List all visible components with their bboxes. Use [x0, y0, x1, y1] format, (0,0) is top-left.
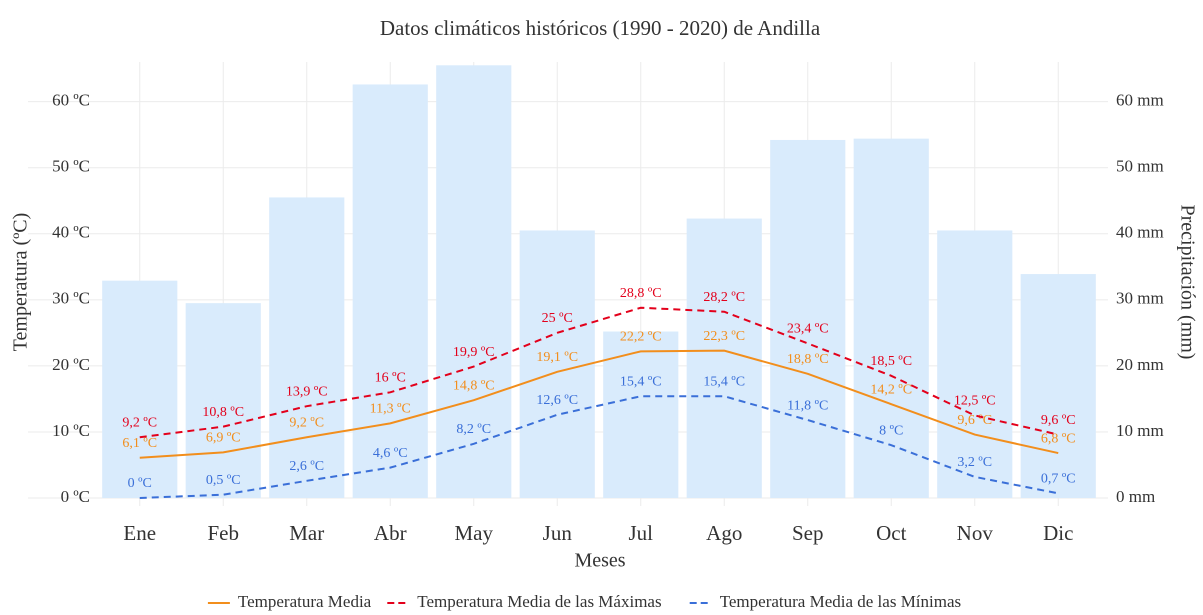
data-label: 10,8 ºC	[202, 405, 244, 420]
x-axis-title: Meses	[574, 550, 625, 572]
bar	[853, 138, 929, 498]
x-tick-label: Ene	[123, 521, 156, 545]
x-tick-label: Oct	[876, 521, 906, 545]
y-tick-label: 40 ºC	[52, 223, 90, 242]
bar	[937, 230, 1013, 499]
data-label: 15,4 ºC	[620, 374, 662, 389]
x-tick-label: Feb	[208, 521, 240, 545]
data-label: 28,8 ºC	[620, 286, 662, 301]
data-label: 25 ºC	[542, 311, 573, 326]
data-label: 6,8 ºC	[1041, 431, 1076, 446]
bar	[102, 280, 178, 498]
y2-tick-label: 40 mm	[1116, 223, 1164, 242]
data-label: 11,8 ºC	[787, 398, 828, 413]
x-tick-label: Jul	[628, 521, 653, 545]
data-label: 6,9 ºC	[206, 431, 241, 446]
data-label: 12,6 ºC	[536, 393, 578, 408]
data-label: 23,4 ºC	[787, 322, 829, 337]
data-label: 4,6 ºC	[373, 446, 408, 461]
bar	[519, 230, 595, 499]
line	[139, 306, 1059, 439]
bar	[185, 303, 261, 498]
legend-label: Temperatura Media	[238, 592, 372, 611]
legend-label: Temperatura Media de las Máximas	[417, 592, 661, 611]
data-label: 15,4 ºC	[703, 374, 745, 389]
data-label: 14,8 ºC	[453, 378, 495, 393]
data-label: 0,7 ºC	[1041, 472, 1076, 487]
x-tick-label: Abr	[374, 521, 407, 545]
data-label: 9,2 ºC	[122, 415, 157, 430]
y-tick-label: 60 ºC	[52, 91, 90, 110]
data-label: 0 ºC	[128, 476, 152, 491]
bar	[269, 197, 345, 498]
data-label: 18,5 ºC	[870, 354, 912, 369]
data-label: 14,2 ºC	[870, 382, 912, 397]
chart-title: Datos climáticos históricos (1990 - 2020…	[380, 16, 821, 40]
bar	[436, 65, 512, 498]
y-tick-label: 20 ºC	[52, 355, 90, 374]
data-label: 16 ºC	[375, 371, 406, 386]
y2-axis-title: Precipitación (mm)	[1176, 205, 1198, 360]
bar	[603, 331, 679, 498]
data-label: 9,2 ºC	[289, 415, 324, 430]
y-tick-label: 0 ºC	[61, 487, 90, 506]
bar	[1020, 274, 1096, 498]
y2-tick-label: 10 mm	[1116, 421, 1164, 440]
data-label: 22,3 ºC	[703, 329, 745, 344]
bar	[352, 84, 428, 499]
data-label: 3,2 ºC	[957, 455, 992, 470]
x-tick-label: Nov	[957, 521, 994, 545]
y-tick-label: 50 ºC	[52, 157, 90, 176]
legend-label: Temperatura Media de las Mínimas	[720, 592, 961, 611]
data-label: 13,9 ºC	[286, 384, 328, 399]
line	[139, 349, 1059, 459]
x-tick-label: Dic	[1043, 521, 1073, 545]
x-tick-label: Sep	[792, 521, 824, 545]
y2-tick-label: 50 mm	[1116, 157, 1164, 176]
data-label: 19,1 ºC	[536, 350, 578, 365]
data-label: 11,3 ºC	[370, 402, 411, 417]
data-label: 8,2 ºC	[456, 422, 491, 437]
y-tick-label: 30 ºC	[52, 289, 90, 308]
y-axis-title: Temperatura (ºC)	[10, 213, 32, 352]
data-label: 8 ºC	[879, 423, 903, 438]
data-label: 2,6 ºC	[289, 459, 324, 474]
y2-tick-label: 0 mm	[1116, 487, 1155, 506]
x-tick-label: Mar	[289, 521, 324, 545]
x-tick-label: May	[455, 521, 494, 545]
legend: Temperatura Media Temperatura Media de la…	[207, 592, 961, 611]
data-label: 12,5 ºC	[954, 394, 996, 409]
x-tick-label: Ago	[706, 521, 742, 545]
data-label: 28,2 ºC	[703, 290, 745, 305]
y-tick-label: 10 ºC	[52, 421, 90, 440]
y2-tick-label: 60 mm	[1116, 91, 1164, 110]
data-label: 18,8 ºC	[787, 352, 829, 367]
data-label: 9,6 ºC	[1041, 413, 1076, 428]
data-label: 19,9 ºC	[453, 345, 495, 360]
data-label: 0,5 ºC	[206, 473, 241, 488]
data-label: 9,6 ºC	[957, 413, 992, 428]
y2-tick-label: 30 mm	[1116, 289, 1164, 308]
bar	[770, 139, 846, 498]
x-tick-label: Jun	[543, 521, 573, 545]
y2-tick-label: 20 mm	[1116, 355, 1164, 374]
data-label: 6,1 ºC	[122, 436, 157, 451]
line	[139, 395, 1059, 499]
data-label: 22,2 ºC	[620, 330, 662, 345]
